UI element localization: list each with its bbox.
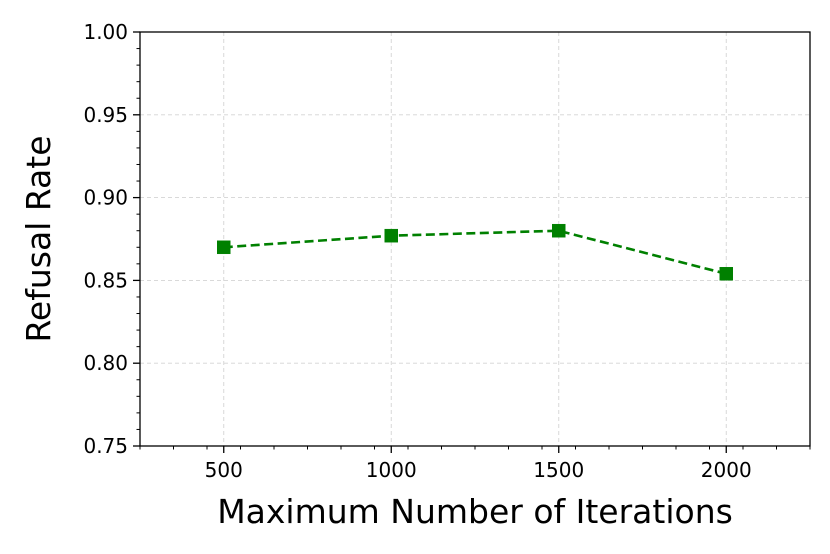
- y-tick-label: 0.85: [83, 268, 128, 292]
- y-tick-label: 0.90: [83, 186, 128, 210]
- plot-background: [140, 32, 810, 446]
- series-group: [217, 223, 733, 281]
- data-point-marker: [719, 267, 733, 281]
- x-tick-label: 500: [205, 458, 243, 482]
- x-axis-title: Maximum Number of Iterations: [217, 492, 733, 531]
- x-tick-label: 1500: [533, 458, 584, 482]
- series-line: [223, 229, 727, 276]
- data-point-marker: [217, 240, 231, 255]
- data-point-marker: [552, 223, 566, 238]
- y-tick-label: 0.95: [83, 103, 128, 127]
- axis-ticks: 500 1000 1500 2000 0.75 0.80 0.85 0.90 0.95 1.00: [83, 20, 811, 482]
- x-tick-label: 2000: [701, 458, 752, 482]
- data-point-marker: [384, 228, 398, 243]
- x-tick-label: 1000: [366, 458, 417, 482]
- y-axis-title: Refusal Rate: [19, 135, 58, 342]
- y-tick-label: 0.75: [83, 434, 128, 458]
- y-tick-label: 1.00: [83, 20, 128, 44]
- y-tick-label: 0.80: [83, 351, 128, 375]
